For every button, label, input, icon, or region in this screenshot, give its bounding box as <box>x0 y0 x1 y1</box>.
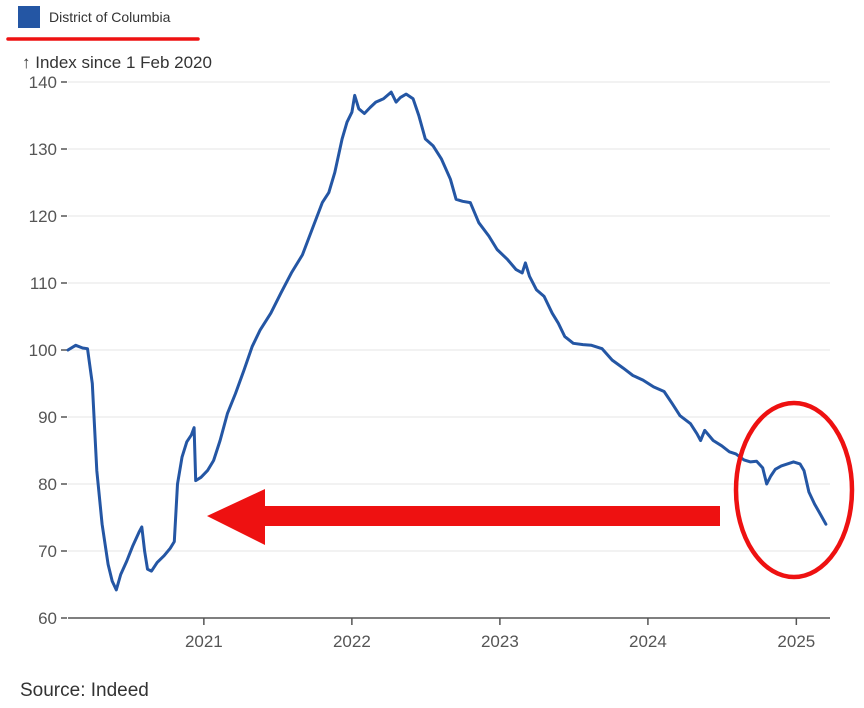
x-tick-label: 2024 <box>629 632 667 651</box>
y-tick-label: 70 <box>38 542 57 561</box>
y-tick-label: 60 <box>38 609 57 628</box>
x-tick-label: 2025 <box>777 632 815 651</box>
y-axis-ticks: 60 70 80 90 100 110 120 130 140 <box>29 73 67 628</box>
legend-label: District of Columbia <box>49 9 171 25</box>
x-tick-label: 2022 <box>333 632 371 651</box>
y-tick-label: 110 <box>30 274 57 293</box>
y-tick-label: 130 <box>29 140 57 159</box>
y-tick-label: 90 <box>38 408 57 427</box>
annotation-arrow <box>207 489 720 545</box>
x-tick-label: 2021 <box>185 632 223 651</box>
y-axis-title: ↑ Index since 1 Feb 2020 <box>22 53 212 72</box>
series-line-district-of-columbia <box>66 90 828 592</box>
y-tick-label: 100 <box>29 341 57 360</box>
y-tick-label: 120 <box>29 207 57 226</box>
x-axis-ticks: 2021 2022 2023 2024 2025 <box>185 618 815 651</box>
y-tick-label: 140 <box>29 73 57 92</box>
gridlines <box>68 81 830 619</box>
legend-swatch <box>18 6 40 28</box>
legend: District of Columbia <box>18 6 170 28</box>
x-tick-label: 2023 <box>481 632 519 651</box>
y-tick-label: 80 <box>38 475 57 494</box>
annotation-markup <box>6 37 855 580</box>
annotation-circle <box>733 400 855 580</box>
source-note: Source: Indeed <box>20 680 149 701</box>
